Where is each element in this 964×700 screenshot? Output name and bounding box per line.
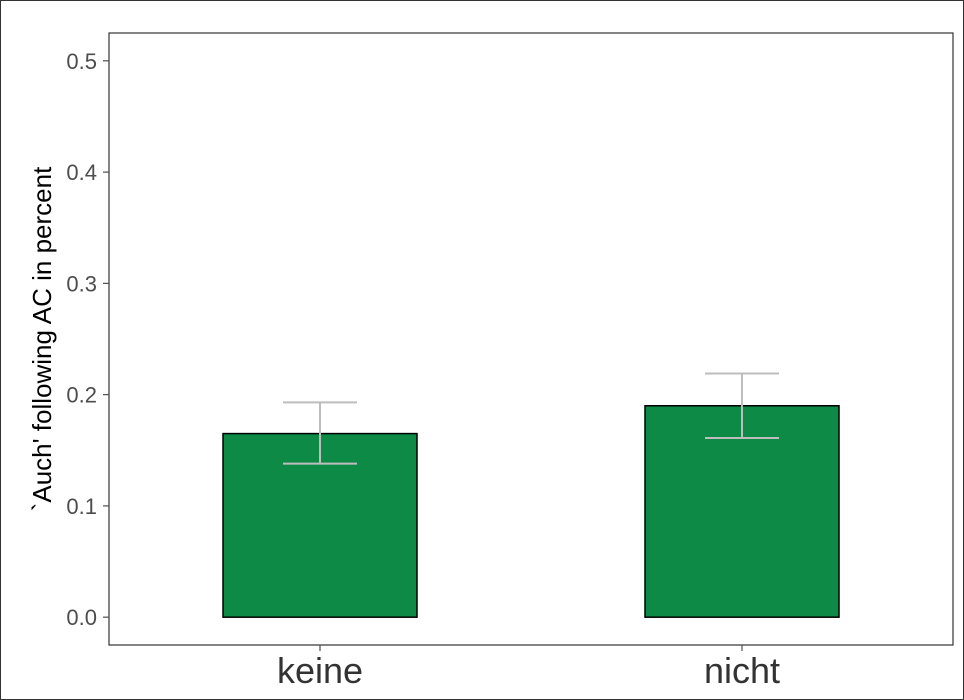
y-axis-title: `Auch' following AC in percent <box>27 166 57 511</box>
x-tick-label-keine: keine <box>277 650 363 691</box>
error-bar-keine <box>283 401 357 465</box>
y-tick-label: 0.1 <box>66 494 97 519</box>
x-tick-label-nicht: nicht <box>704 650 780 691</box>
error-bar-nicht <box>705 372 779 440</box>
plot-panel <box>108 32 954 646</box>
y-tick-label: 0.5 <box>66 49 97 74</box>
y-tick-label: 0.0 <box>66 605 97 630</box>
y-tick-label: 0.2 <box>66 383 97 408</box>
x-axis: keine nicht <box>277 645 780 691</box>
error-bars <box>283 372 779 465</box>
y-tick-label: 0.3 <box>66 271 97 296</box>
y-tick-label: 0.4 <box>66 160 97 185</box>
bar-series <box>222 405 840 618</box>
bar-keine <box>222 432 418 618</box>
y-axis: 0.0 0.1 0.2 0.3 0.4 0.5 <box>66 49 109 630</box>
